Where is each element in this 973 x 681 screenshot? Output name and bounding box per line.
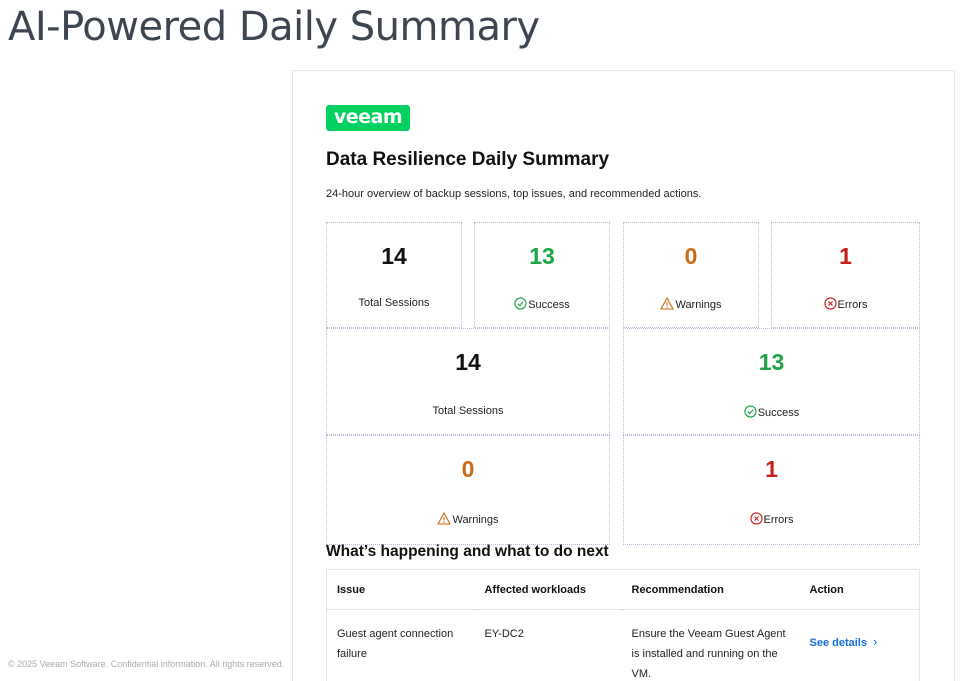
veeam-logo: veeam: [326, 105, 410, 131]
report-title: Data Resilience Daily Summary: [326, 149, 610, 170]
stat-value: 14: [381, 243, 407, 269]
column-header-action: Action: [799, 569, 920, 610]
stat-value: 13: [758, 349, 785, 375]
column-header-recommendation: Recommendation: [621, 569, 800, 610]
column-header-issue: Issue: [326, 569, 475, 610]
grid-card-total-sessions: 14 Total Sessions: [326, 328, 610, 435]
section-title: What’s happening and what to do next: [326, 543, 609, 560]
grid-card-errors: 1 Errors: [623, 435, 920, 545]
table-header-row: Issue Affected workloads Recommendation …: [326, 569, 920, 610]
stat-value: 1: [765, 456, 778, 482]
grid-card-warnings: 0 Warnings: [326, 435, 610, 545]
summary-panel: veeam Data Resilience Daily Summary 24-h…: [292, 70, 955, 681]
stat-label: Total Sessions: [358, 297, 430, 309]
stat-value: 13: [529, 243, 555, 269]
stat-value: 1: [839, 243, 852, 269]
issue-cell: Guest agent connection failure: [326, 609, 475, 681]
check-circle-icon: [514, 297, 527, 310]
stat-value: 0: [461, 456, 475, 482]
error-circle-icon: [749, 512, 763, 525]
warning-triangle-icon: [660, 296, 675, 310]
table-row: Guest agent connection failure EY-DC2 En…: [326, 609, 920, 681]
stat-card-errors: 1 Errors: [771, 222, 920, 328]
check-circle-icon: [744, 405, 757, 418]
see-details-link[interactable]: See details ›: [810, 632, 878, 653]
column-header-workloads: Affected workloads: [474, 569, 622, 610]
warning-triangle-icon: [437, 511, 452, 525]
stat-label: Errors: [624, 512, 919, 526]
issues-table: Issue Affected workloads Recommendation …: [326, 569, 920, 681]
report-subtitle: 24-hour overview of backup sessions, top…: [326, 188, 702, 200]
stat-label: Success: [475, 297, 609, 311]
page-title: AI-Powered Daily Summary: [8, 4, 540, 50]
stat-label: Warnings: [624, 296, 758, 311]
stat-label: Errors: [772, 297, 919, 311]
error-circle-icon: [823, 297, 837, 310]
recommendation-cell: Ensure the Veeam Guest Agent is installe…: [621, 609, 800, 681]
stat-card-total-sessions: 14 Total Sessions: [326, 222, 462, 328]
grid-card-success: 13 Success: [623, 328, 920, 435]
stat-card-success: 13 Success: [474, 222, 610, 328]
footer-copyright: © 2025 Veeam Software. Confidential info…: [8, 659, 285, 669]
stat-label: Warnings: [327, 511, 609, 526]
stat-value: 14: [455, 349, 481, 375]
action-cell: See details ›: [799, 609, 920, 681]
stat-card-warnings: 0 Warnings: [623, 222, 759, 328]
stat-label: Success: [624, 405, 919, 419]
stat-label: Total Sessions: [432, 405, 504, 417]
workloads-cell: EY-DC2: [474, 609, 622, 681]
chevron-right-icon: ›: [872, 634, 878, 649]
stat-value: 0: [684, 243, 698, 269]
